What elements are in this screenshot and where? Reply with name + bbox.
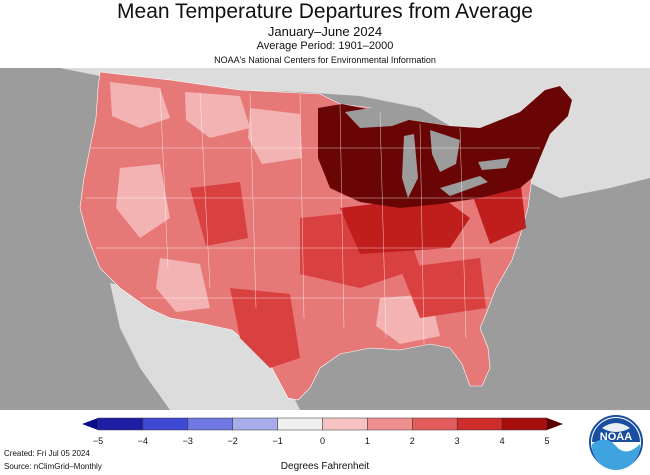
noaa-logo-text: NOAA: [600, 431, 632, 443]
canada-land: [60, 68, 650, 198]
legend-tick-label: −2: [227, 436, 238, 446]
lake-ontario-overlay: [478, 158, 510, 170]
lake-erie-overlay: [440, 176, 488, 196]
deep-patch-ohio-valley: [340, 196, 470, 254]
light-patch-great-basin: [116, 164, 170, 238]
average-period: Average Period: 1901–2000: [256, 40, 394, 52]
legend-tick-label: 2: [409, 436, 415, 446]
legend-tick-label: 5: [544, 436, 550, 446]
legend-tick-label: 4: [499, 436, 505, 446]
legend-title: Degrees Fahrenheit: [280, 461, 370, 472]
legend-swatch: [412, 417, 458, 431]
legend-colorbar: [82, 417, 563, 431]
strong-patch-texas: [230, 288, 300, 368]
legend-tick-label: 1: [364, 436, 370, 446]
created-date: Created: Fri Jul 05 2024: [4, 449, 90, 458]
state-borders: [86, 87, 540, 345]
data-source: Source: nClimGrid–Monthly: [4, 462, 102, 471]
legend-tick-label: −5: [92, 436, 104, 446]
lake-michigan-overlay: [402, 134, 418, 198]
light-patch-southwest: [156, 258, 210, 312]
legend-swatch: [277, 417, 323, 431]
us-temperature-map: [60, 68, 650, 410]
light-patch-northwest: [110, 82, 170, 128]
legend-swatch: [501, 417, 548, 431]
light-patch-plains: [248, 108, 302, 164]
legend-tick-label: 3: [454, 436, 460, 446]
map-title: Mean Temperature Departures from Average: [117, 0, 533, 23]
legend-tick-label: −1: [272, 436, 283, 446]
map-subtitle: January–June 2024: [267, 24, 383, 39]
strong-patch-midsouth: [400, 258, 486, 318]
legend-swatch: [232, 417, 278, 431]
legend-swatch: [142, 417, 189, 431]
mexico-land: [110, 283, 300, 410]
legend-tick-label: −4: [137, 436, 149, 446]
legend-arrow-left: [82, 418, 98, 430]
lake-huron-overlay: [430, 130, 460, 172]
light-patch-montana: [185, 92, 250, 138]
legend-swatch: [456, 417, 503, 431]
lake-superior-overlay: [345, 104, 420, 128]
noaa-logo: NOAA: [588, 414, 644, 470]
color-legend: −5 −4 −3 −2 −1 0 1 2 3 4 5: [80, 416, 565, 456]
legend-tick-label: −3: [182, 436, 193, 446]
map-panel: [0, 68, 650, 410]
legend-swatch: [187, 417, 233, 431]
data-source-line: NOAA's National Centers for Environmenta…: [214, 55, 436, 65]
legend-swatch: [97, 417, 144, 431]
legend-swatch: [322, 417, 368, 431]
legend-swatch: [367, 417, 413, 431]
legend-tick-label: 0: [319, 436, 326, 446]
noaa-logo-icon: NOAA: [589, 415, 643, 470]
legend-arrow-right: [547, 418, 563, 430]
